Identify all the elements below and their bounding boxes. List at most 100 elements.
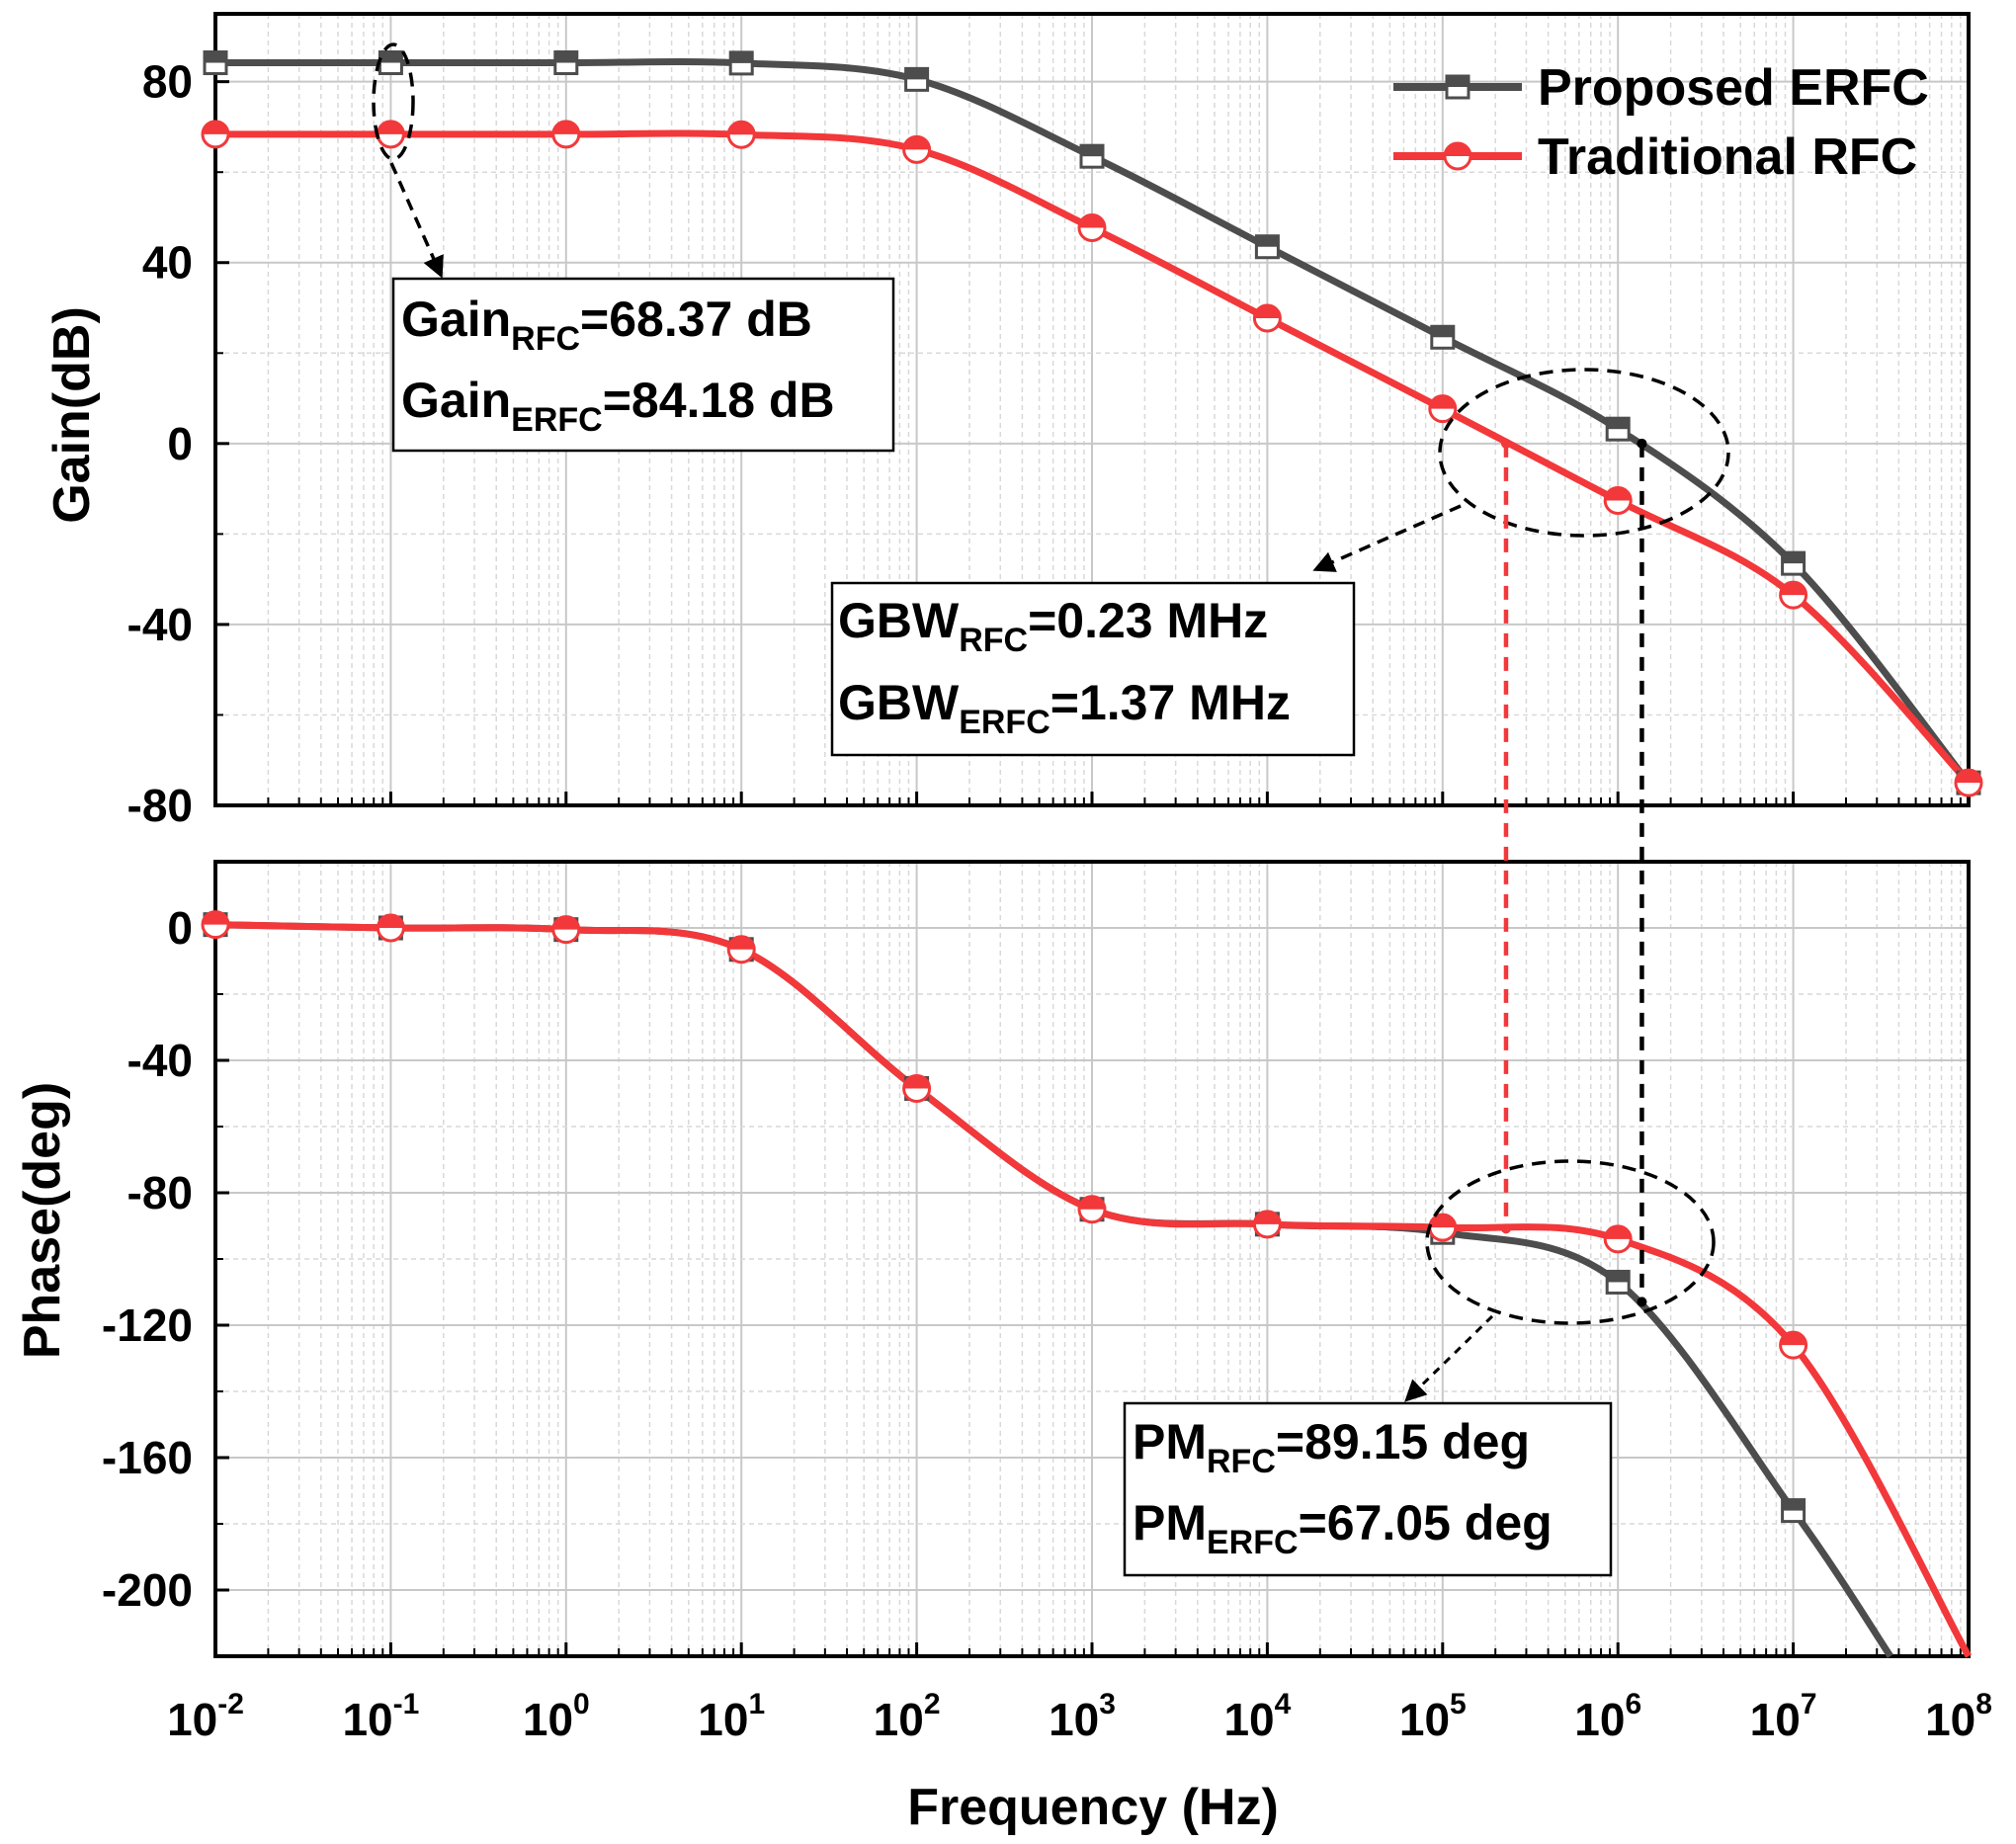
gain-erfc-data-point-fill [1256, 235, 1279, 247]
phase-rfc-data-point [1428, 1213, 1458, 1242]
gain-erfc-data-point-fill [1607, 418, 1630, 430]
legend-erfc-label: Proposed ERFC [1538, 59, 1929, 117]
x-tick-label: 102 [874, 1688, 941, 1745]
gbw-rfc-dot-top [1500, 438, 1511, 449]
gain-rfc-data-point-fill [728, 122, 755, 135]
gain-rfc-data-point [1779, 580, 1808, 610]
phase-rfc-data-point [902, 1073, 932, 1103]
phase-rfc-data-point [1252, 1210, 1282, 1239]
phase-erfc-data-point [1605, 1269, 1631, 1295]
gain-y-tick-label: 0 [167, 418, 193, 469]
pm-arrow [1404, 1314, 1494, 1402]
legend-erfc-marker [1445, 74, 1470, 100]
gbw-erfc-dot-bottom [1637, 1297, 1647, 1307]
phase-y-tick-label: 0 [167, 902, 193, 954]
pm-rfc-sub: RFC [1207, 1443, 1276, 1480]
gain-series-rfc [215, 129, 1972, 786]
phase-rfc-data-point-fill [1079, 1196, 1105, 1210]
gain-y-tick-label: -80 [127, 780, 193, 831]
x-tick-label: 104 [1223, 1688, 1291, 1745]
legend-erfc-square [1445, 74, 1470, 100]
gain-erfc-data-point [728, 50, 754, 76]
gain-erfc-sub: ERFC [511, 401, 603, 439]
axes-layer [213, 12, 1971, 1658]
gain-rfc-data-point-fill [1429, 395, 1456, 409]
x-tick-label: 103 [1049, 1688, 1116, 1745]
gbw-rfc-value: =0.23 MHz [1028, 593, 1268, 648]
pm-erfc-label: PM [1133, 1495, 1207, 1551]
gain-erfc-label: Gain [401, 373, 511, 428]
gain-y-tick-label: -40 [127, 599, 193, 650]
x-tick-label: 105 [1399, 1688, 1467, 1745]
label-layer: 80 40 0 -40 -80 0 -40 -80 -120 -160 -200 10-2 10-1 10… [102, 56, 1992, 1745]
gain-rfc-data-point-fill [378, 121, 404, 134]
x-tick-label: 107 [1750, 1688, 1817, 1745]
x-axis-title: Frequency (Hz) [907, 1779, 1279, 1836]
x-tick-label: 101 [698, 1688, 765, 1745]
phase-y-tick-label: -120 [102, 1299, 193, 1351]
x-tick-label: 106 [1574, 1688, 1641, 1745]
gain-erfc-data-point-fill [1431, 326, 1454, 338]
svg-text:PMRFC=89.15 deg: PMRFC=89.15 deg [1133, 1414, 1530, 1480]
svg-text:GBWERFC=1.37 MHz: GBWERFC=1.37 MHz [838, 675, 1291, 741]
phase-rfc-data-point [376, 913, 405, 943]
gain-series-erfc [215, 58, 1972, 786]
gain-ellipse [372, 42, 415, 161]
gain-rfc-data-point-fill [1254, 305, 1281, 319]
legend-rfc-circle-fill [1445, 143, 1470, 156]
phase-rfc-data-point-fill [552, 916, 579, 930]
gain-erfc-data-point [1430, 324, 1456, 350]
gain-erfc-data-point [203, 50, 228, 76]
gbw-rfc-dot-bottom [1500, 1223, 1511, 1234]
pm-rfc-label: PM [1133, 1414, 1207, 1469]
pm-ellipse [1425, 1159, 1716, 1325]
gain-erfc-data-point [1605, 416, 1631, 442]
legend-rfc-circle [1443, 141, 1472, 171]
gain-axis-title: Gain(dB) [43, 306, 101, 524]
phase-rfc-data-point-fill [1429, 1215, 1456, 1228]
gbw-erfc-sub: ERFC [959, 704, 1050, 741]
gain-erfc-data-point [1781, 550, 1806, 576]
gain-rfc-data-point [201, 120, 230, 149]
gain-rfc-sub: RFC [511, 320, 580, 358]
gain-erfc-data-point [378, 50, 403, 76]
gain-annotation-box: GainRFC=68.37 dB GainERFC=84.18 dB [391, 277, 895, 453]
gain-rfc-data-point [726, 120, 756, 149]
gain-erfc-data-point [1254, 234, 1280, 260]
phase-y-tick-label: -200 [102, 1564, 193, 1616]
gbw-erfc-value: =1.37 MHz [1050, 675, 1291, 730]
gain-erfc-data-point-fill [905, 68, 928, 80]
x-tick-label: 10-2 [167, 1688, 244, 1745]
phase-rfc-data-point [1077, 1195, 1107, 1224]
gain-erfc-data-point-fill [379, 51, 402, 63]
svg-text:GainRFC=68.37 dB: GainRFC=68.37 dB [401, 292, 812, 358]
phase-rfc-data-point [726, 935, 756, 964]
x-tick-label: 100 [523, 1688, 590, 1745]
svg-text:GainERFC=84.18 dB: GainERFC=84.18 dB [401, 373, 835, 439]
pm-erfc-value: =67.05 deg [1299, 1495, 1553, 1551]
phase-rfc-data-point-fill [728, 936, 755, 950]
gain-rfc-data-point-fill [1605, 487, 1632, 501]
gain-arrow [389, 162, 444, 279]
gain-erfc-data-point-fill [554, 51, 577, 63]
phase-rfc-data-point [201, 910, 230, 940]
phase-y-tick-label: -160 [102, 1432, 193, 1483]
pm-rfc-value: =89.15 deg [1276, 1414, 1530, 1469]
gain-erfc-data-point-fill [730, 51, 753, 63]
phase-y-tick-label: -40 [127, 1035, 193, 1086]
gbw-erfc-label: GBW [838, 675, 960, 730]
gbw-erfc-dot-top [1637, 438, 1647, 449]
svg-text:GBWRFC=0.23 MHz: GBWRFC=0.23 MHz [838, 593, 1268, 659]
gain-y-tick-label: 40 [142, 237, 193, 289]
phase-rfc-data-point-fill [203, 911, 228, 925]
gain-rfc-label: Gain [401, 292, 511, 347]
gain-erfc-data-point [553, 50, 579, 76]
legend: Proposed ERFC Traditional RFC [1393, 59, 1929, 186]
phase-rfc-data-point-fill [378, 915, 404, 928]
gbw-rfc-label: GBW [838, 593, 960, 648]
gain-erfc-data-point-fill [1782, 552, 1805, 564]
pm-erfc-sub: ERFC [1207, 1524, 1299, 1561]
gain-rfc-data-point [1077, 212, 1107, 242]
gain-rfc-data-point [551, 120, 581, 149]
